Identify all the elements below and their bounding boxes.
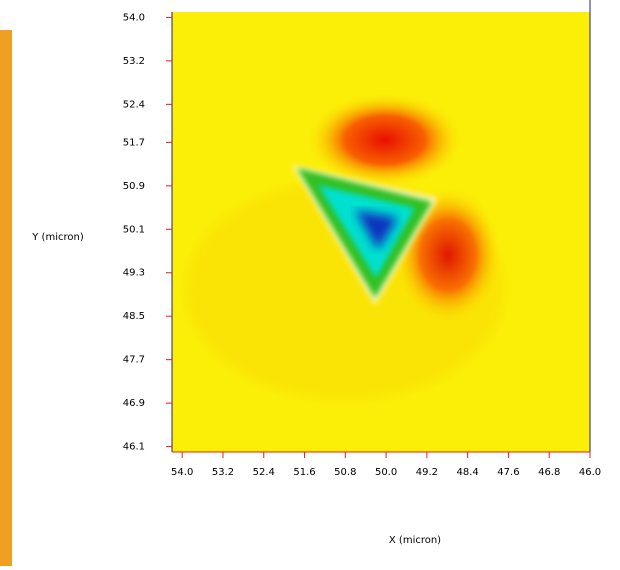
x-tick-label: 49.2 xyxy=(416,467,438,478)
x-tick-label: 46.8 xyxy=(538,467,560,478)
x-tick-label: 50.8 xyxy=(334,467,356,478)
x-tick-label: 54.0 xyxy=(171,467,193,478)
well-mid xyxy=(318,185,415,278)
x-tick-label: 50.0 xyxy=(375,467,397,478)
hot-spot xyxy=(305,92,465,188)
side-bar xyxy=(0,30,12,566)
y-tick-label: 50.1 xyxy=(123,224,145,235)
y-tick-label: 46.1 xyxy=(123,442,145,453)
y-axis-label: Y (micron) xyxy=(31,232,84,243)
x-tick-label: 51.6 xyxy=(293,467,315,478)
y-tick-label: 47.7 xyxy=(123,355,145,366)
x-axis-label: X (micron) xyxy=(389,535,441,546)
y-tick-label: 48.5 xyxy=(123,311,145,322)
x-tick-label: 48.4 xyxy=(457,467,479,478)
x-tick-label: 53.2 xyxy=(212,467,234,478)
y-tick-label: 52.4 xyxy=(123,99,145,110)
y-tick-label: 49.3 xyxy=(123,268,145,279)
y-tick-label: 53.2 xyxy=(123,56,145,67)
x-tick-label: 47.6 xyxy=(497,467,519,478)
y-tick-label: 51.7 xyxy=(123,137,145,148)
y-tick-label: 54.0 xyxy=(123,12,145,23)
x-tick-label: 46.0 xyxy=(579,467,601,478)
heatmap xyxy=(172,12,590,452)
well-core xyxy=(355,210,398,250)
y-tick-label: 50.9 xyxy=(123,181,145,192)
x-tick-label: 52.4 xyxy=(253,467,275,478)
y-tick-label: 46.9 xyxy=(123,398,145,409)
